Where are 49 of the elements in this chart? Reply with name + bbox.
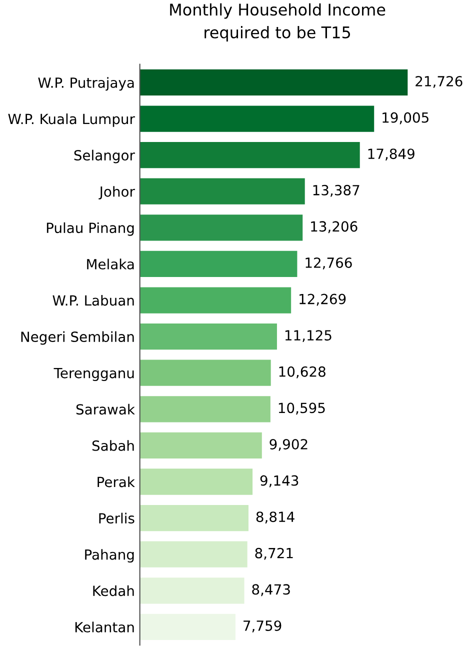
bar <box>140 323 277 350</box>
data-label: 12,766 <box>306 257 352 270</box>
data-label: 13,206 <box>311 221 358 234</box>
y-tick-label: Kedah <box>93 585 134 596</box>
y-tick-label: Selangor <box>74 150 135 164</box>
bar <box>140 360 271 386</box>
bar <box>140 106 374 132</box>
data-label: 11,125 <box>285 330 332 342</box>
y-tick-label: W.P. Labuan <box>52 294 134 306</box>
bar <box>140 287 292 314</box>
bar <box>140 142 360 168</box>
bar <box>140 396 270 422</box>
data-label: 8,473 <box>252 584 290 596</box>
bar <box>140 468 253 495</box>
bar <box>140 614 236 640</box>
y-tick-label: Perak <box>98 476 135 488</box>
y-tick-label: Terengganu <box>54 368 134 382</box>
bar <box>140 578 244 604</box>
y-tick-label: Pahang <box>85 549 134 563</box>
y-tick-label: Melaka <box>87 258 134 270</box>
y-tick-label: Perlis <box>99 512 134 524</box>
bar <box>140 214 303 241</box>
data-label: 21,726 <box>416 76 462 88</box>
data-label: 17,849 <box>368 148 414 161</box>
y-tick-label: Johor <box>98 186 135 200</box>
data-label: 13,387 <box>313 184 360 197</box>
bar <box>140 178 305 204</box>
bar <box>140 250 298 278</box>
data-label: 9,143 <box>260 475 298 488</box>
y-tick-label: Sarawak <box>76 404 135 415</box>
data-label: 10,628 <box>279 366 326 378</box>
y-tick-label: Sabah <box>92 440 134 451</box>
bar <box>140 541 248 568</box>
y-tick-label: W.P. Kuala Lumpur <box>8 113 135 127</box>
chart-title: Monthly Household Income required to be T15 <box>170 3 386 42</box>
data-label: 9,902 <box>270 438 308 451</box>
y-tick-label: Pulau Pinang <box>46 222 134 236</box>
data-label: 8,814 <box>256 512 294 524</box>
data-label: 7,759 <box>244 620 282 632</box>
y-tick-label: Negeri Sembilan <box>21 331 134 345</box>
bar <box>140 432 262 459</box>
data-label: 8,721 <box>255 548 293 560</box>
y-tick-label: Kelantan <box>75 622 134 632</box>
data-label: 12,269 <box>300 294 346 306</box>
bar <box>140 504 248 532</box>
y-tick-label: W.P. Putrajaya <box>38 77 134 91</box>
data-label: 19,005 <box>382 112 428 124</box>
bar <box>140 69 408 96</box>
data-label: 10,595 <box>278 402 325 415</box>
